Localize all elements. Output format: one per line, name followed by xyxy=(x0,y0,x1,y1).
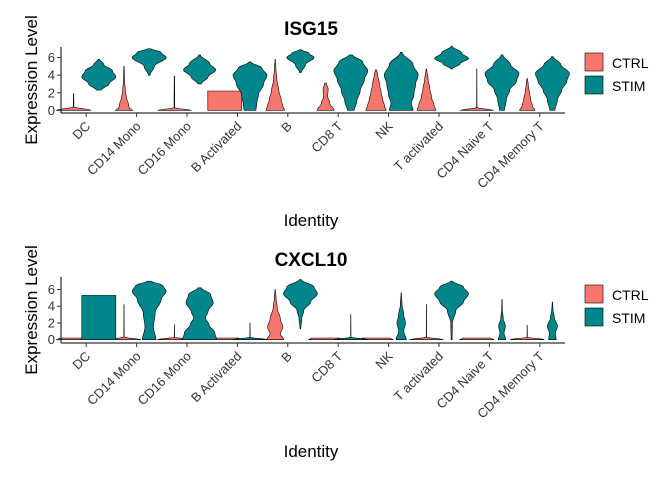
x-tick-label: NK xyxy=(372,348,396,372)
violin-stim-cd4-naive-t xyxy=(497,299,507,340)
violin-stim-cd4-memory-t xyxy=(547,301,558,340)
chart-title: ISG15 xyxy=(284,19,338,40)
y-tick-label: 0 xyxy=(48,332,55,347)
violin-stim-cd8-t xyxy=(333,54,369,111)
violin-stim-cd14-mono xyxy=(131,48,167,76)
violin-stim-t-activated xyxy=(434,45,469,70)
violin-ctrl-nk xyxy=(365,69,387,111)
violin-stim-t-activated xyxy=(434,280,469,340)
x-tick-label: B Activated xyxy=(188,349,245,406)
y-axis-title: Expression Level xyxy=(22,245,41,374)
violin-stim-cd14-mono xyxy=(131,280,167,340)
violin-ctrl-cd4-naive-t xyxy=(459,68,494,111)
legend-swatch-stim xyxy=(584,75,604,95)
violin-ctrl-cd16-mono xyxy=(157,75,192,111)
x-tick-label: CD8 T xyxy=(308,118,345,155)
x-tick-label: CD16 Mono xyxy=(134,349,194,409)
violin-ctrl-cd14-mono xyxy=(114,66,134,111)
violin-panel-cxcl10: CXCL10 Expression Level Identity 0 24 6 DC… xyxy=(22,245,649,461)
y-tick-label: 2 xyxy=(48,315,55,330)
legend-label-ctrl: CTRL xyxy=(612,55,649,71)
violin-stim-cd16-mono xyxy=(182,287,217,340)
violin-ctrl-cd4-naive-t xyxy=(459,337,495,340)
legend-swatch-ctrl xyxy=(584,52,604,72)
y-ticks: 0 2 4 6 xyxy=(48,50,61,118)
violin-stim-dc xyxy=(81,295,117,340)
y-axis-title: Expression Level xyxy=(22,15,41,144)
violin-stim-cd4-memory-t xyxy=(535,56,570,111)
y-ticks: 0 24 6 xyxy=(48,282,61,347)
legend: CTRL STIM xyxy=(584,52,649,95)
violin-ctrl-cd4-memory-t xyxy=(519,78,536,111)
violin-stim-b-activated xyxy=(232,322,268,340)
violin-stim-nk xyxy=(395,292,407,340)
violin-ctrl-t-activated xyxy=(416,68,437,111)
y-tick-label: 4 xyxy=(48,299,55,314)
legend-label-stim: STIM xyxy=(612,78,645,94)
violins xyxy=(55,45,570,111)
y-tick-label: 4 xyxy=(48,68,55,83)
violin-panel-isg15: ISG15 Expression Level Identity 0 2 4 6 DC C… xyxy=(22,15,649,230)
violin-ctrl-b-activated xyxy=(207,90,243,111)
x-tick-label: B xyxy=(278,119,295,136)
x-tick-label: DC xyxy=(69,119,93,143)
violin-ctrl-dc xyxy=(55,93,92,111)
violin-stim-b xyxy=(286,49,315,73)
legend-swatch-stim xyxy=(584,307,604,327)
violin-ctrl-cd16-mono xyxy=(157,324,192,340)
chart-title: CXCL10 xyxy=(275,250,348,271)
violin-stim-b xyxy=(283,279,318,330)
y-tick-label: 6 xyxy=(48,282,55,297)
violins xyxy=(56,279,558,340)
violin-stim-cd8-t xyxy=(333,314,368,340)
violin-stim-cd4-naive-t xyxy=(484,54,520,111)
legend-label-ctrl: CTRL xyxy=(612,287,649,303)
violin-ctrl-b xyxy=(266,289,285,340)
y-tick-label: 0 xyxy=(48,103,55,118)
legend-label-stim: STIM xyxy=(612,310,645,326)
x-tick-label: B Activated xyxy=(188,119,245,176)
violin-stim-cd16-mono xyxy=(183,54,217,85)
x-tick-label: CD8 T xyxy=(308,348,345,385)
violin-stim-dc xyxy=(81,59,117,91)
violin-ctrl-cd8-t xyxy=(316,82,335,111)
x-tick-label: DC xyxy=(69,349,93,373)
x-tick-label: NK xyxy=(372,118,396,142)
y-tick-label: 2 xyxy=(48,85,55,100)
x-axis-title: Identity xyxy=(284,211,339,230)
x-tick-label: B xyxy=(278,349,295,366)
violin-ctrl-cd4-memory-t xyxy=(510,325,545,340)
violin-ctrl-t-activated xyxy=(409,304,444,340)
violin-stim-nk xyxy=(383,51,419,111)
legend-swatch-ctrl xyxy=(584,284,604,304)
violin-ctrl-b xyxy=(265,59,285,111)
violin-ctrl-cd14-mono xyxy=(106,304,142,340)
legend: CTRL STIM xyxy=(584,284,649,327)
y-tick-label: 6 xyxy=(48,50,55,65)
x-axis-title: Identity xyxy=(284,442,339,461)
violin-stim-b-activated xyxy=(232,61,268,111)
x-tick-label: CD16 Mono xyxy=(134,119,194,179)
